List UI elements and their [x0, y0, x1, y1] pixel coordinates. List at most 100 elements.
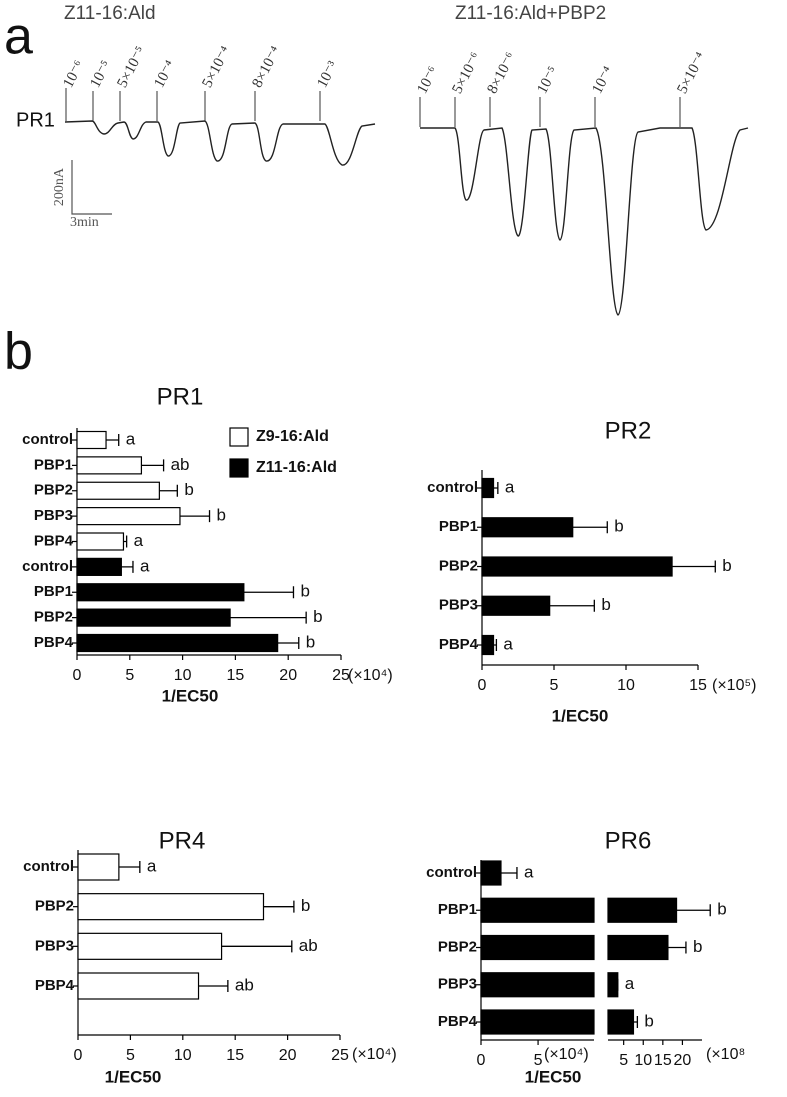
- bar: [76, 430, 107, 450]
- y-tick-label: PBP4: [439, 636, 479, 653]
- error-bar: [243, 586, 295, 599]
- error-bar: [123, 535, 128, 548]
- chart-title: PR2: [605, 417, 652, 444]
- significance-letter: b: [722, 556, 731, 575]
- dose-label: 10⁻⁴: [151, 58, 178, 90]
- y-tick-label: PBP1: [439, 518, 478, 535]
- panel-label: b: [4, 323, 33, 381]
- dose-label: 5×10⁻⁶: [449, 50, 484, 96]
- x-axis-label: 1/EC50: [162, 686, 219, 705]
- x-tick-label: 20: [279, 667, 297, 684]
- y-tick-label: PBP4: [34, 532, 74, 549]
- error-bar: [198, 980, 229, 992]
- bar: [77, 932, 223, 960]
- significance-letter: a: [524, 862, 534, 881]
- x-tick-label: 0: [478, 677, 487, 694]
- trace: [420, 127, 749, 316]
- x-tick-label: 0: [74, 1047, 83, 1064]
- significance-letter: b: [300, 582, 309, 601]
- y-tick-label: PBP3: [35, 937, 74, 954]
- x-tick-label: 20: [279, 1047, 297, 1064]
- x-tick-label: 15: [227, 667, 245, 684]
- bar: [481, 634, 495, 656]
- x-axis-unit: (×10⁴): [544, 1046, 589, 1063]
- y-tick-label: PBP3: [34, 507, 73, 524]
- dose-label: 5×10⁻⁵: [114, 44, 149, 90]
- bar: [76, 481, 160, 500]
- y-tick-label: control: [22, 431, 73, 448]
- significance-letter: b: [644, 1011, 653, 1030]
- significance-letter: ab: [171, 455, 190, 474]
- dose-label: 10⁻⁵: [534, 64, 561, 96]
- bar: [77, 972, 200, 1000]
- x-axis-unit: (×10⁵): [712, 677, 756, 694]
- bar: [481, 477, 495, 499]
- x-axis-unit: (×10⁴): [352, 1046, 397, 1063]
- y-tick-label: PBP2: [35, 898, 74, 915]
- error-bar: [572, 521, 608, 534]
- x-axis-unit: (×10⁴): [348, 667, 393, 684]
- x-tick-label: 10: [617, 677, 635, 694]
- bar-stub: [480, 934, 595, 961]
- y-tick-label: control: [23, 858, 74, 875]
- scale-bar: [71, 160, 112, 215]
- dose-label: 5×10⁻⁴: [674, 50, 709, 96]
- y-tick-label: PBP1: [34, 583, 73, 600]
- dose-label: 10⁻⁶: [414, 64, 441, 96]
- y-tick-label: PBP2: [439, 557, 478, 574]
- y-tick-label: control: [22, 558, 73, 575]
- error-bar: [141, 459, 165, 472]
- y-tick-label: PBP3: [438, 976, 477, 993]
- y-tick-label: PBP2: [438, 938, 477, 955]
- legend-label: Z11-16:Ald: [256, 459, 337, 476]
- bar: [481, 556, 673, 577]
- x-tick-label: 10: [634, 1052, 652, 1069]
- significance-letter: a: [140, 556, 150, 575]
- error-bar: [667, 941, 687, 954]
- x-tick-label: 15: [226, 1047, 244, 1064]
- significance-letter: b: [301, 896, 310, 915]
- bar: [77, 893, 265, 921]
- row-label: PR1: [16, 109, 55, 131]
- legend-swatch: [229, 427, 249, 447]
- significance-letter: ab: [235, 975, 254, 994]
- error-bar: [500, 867, 518, 879]
- bar: [480, 860, 502, 886]
- x-axis-unit: (×10⁸: [706, 1046, 745, 1063]
- significance-letter: a: [134, 531, 144, 550]
- significance-letter: b: [313, 607, 322, 626]
- error-bar: [277, 637, 300, 649]
- bar: [76, 532, 125, 551]
- error-bar: [179, 510, 211, 523]
- y-tick-label: PBP4: [438, 1013, 478, 1030]
- significance-letter: b: [217, 506, 226, 525]
- scale-label: 200nA: [52, 167, 67, 206]
- x-axis-label: 1/EC50: [552, 706, 609, 725]
- legend-swatch: [229, 458, 249, 478]
- y-tick-label: PBP2: [34, 609, 73, 626]
- y-tick-label: PBP3: [439, 597, 478, 614]
- significance-letter: b: [717, 900, 726, 919]
- x-tick-label: 10: [174, 667, 192, 684]
- bar: [481, 595, 551, 616]
- error-bar: [230, 611, 307, 624]
- x-tick-label: 5: [125, 667, 134, 684]
- x-tick-label: 5: [126, 1047, 135, 1064]
- bar: [76, 608, 231, 627]
- panel-label: a: [4, 8, 33, 66]
- significance-letter: a: [505, 477, 515, 496]
- dose-label: 5×10⁻⁴: [199, 44, 234, 90]
- error-bar: [633, 1016, 639, 1028]
- bar: [607, 897, 678, 923]
- x-tick-label: 25: [331, 1047, 349, 1064]
- x-tick-label: 15: [689, 677, 707, 694]
- dose-label: 10⁻⁵: [87, 58, 114, 90]
- bar: [76, 456, 143, 475]
- legend-label: Z9-16:Ald: [256, 428, 329, 445]
- trace: [64, 120, 376, 166]
- bar-stub: [480, 897, 595, 923]
- x-axis-label: 1/EC50: [105, 1067, 162, 1086]
- chart-title: PR1: [157, 383, 204, 410]
- significance-letter: b: [306, 632, 315, 651]
